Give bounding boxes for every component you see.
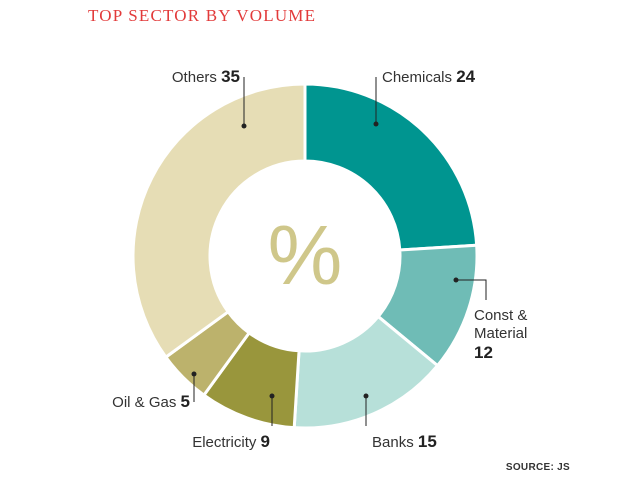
leader-dot-oil-gas xyxy=(191,371,197,377)
label-value-const-material: 12 xyxy=(474,343,493,362)
leader-dot-banks xyxy=(363,393,369,399)
label-const-material: Const & Material 12 xyxy=(474,307,527,362)
slice-labels: Chemicals 24 Const & Material 12 Banks 15 Ele… xyxy=(112,67,527,451)
leader-line-const-material xyxy=(456,279,487,300)
label-banks: Banks 15 xyxy=(372,432,437,451)
label-name-chemicals: Chemicals xyxy=(382,69,456,86)
label-name-banks: Banks xyxy=(372,434,418,451)
label-others: Others 35 xyxy=(172,67,240,86)
slice-chemicals xyxy=(303,82,479,252)
label-electricity: Electricity 9 xyxy=(192,432,270,451)
label-chemicals: Chemicals 24 xyxy=(382,67,476,86)
leader-dot-chemicals xyxy=(373,121,379,127)
label-name-const-material: Const & xyxy=(474,307,527,324)
label-value-banks: 15 xyxy=(418,432,437,451)
label-oil-gas: Oil & Gas 5 xyxy=(112,392,190,411)
label-name-electricity: Electricity xyxy=(192,434,260,451)
label-value-others: 35 xyxy=(221,67,240,86)
label-name-others: Others xyxy=(172,69,221,86)
donut-slices xyxy=(131,82,479,430)
slice-others xyxy=(131,82,307,360)
leader-dot-const-material xyxy=(453,277,459,283)
label-value-electricity: 9 xyxy=(261,432,270,451)
leader-dot-electricity xyxy=(269,393,275,399)
source-note: SOURCE: JS xyxy=(505,462,570,473)
center-percent-symbol: % xyxy=(268,208,343,302)
label-name-oil-gas: Oil & Gas xyxy=(112,394,180,411)
label-value-chemicals: 24 xyxy=(456,67,475,86)
leader-lines xyxy=(191,77,487,426)
label-value-oil-gas: 5 xyxy=(181,392,190,411)
leader-dot-others xyxy=(241,123,247,129)
chart-title: TOP SECTOR BY VOLUME xyxy=(88,6,317,25)
